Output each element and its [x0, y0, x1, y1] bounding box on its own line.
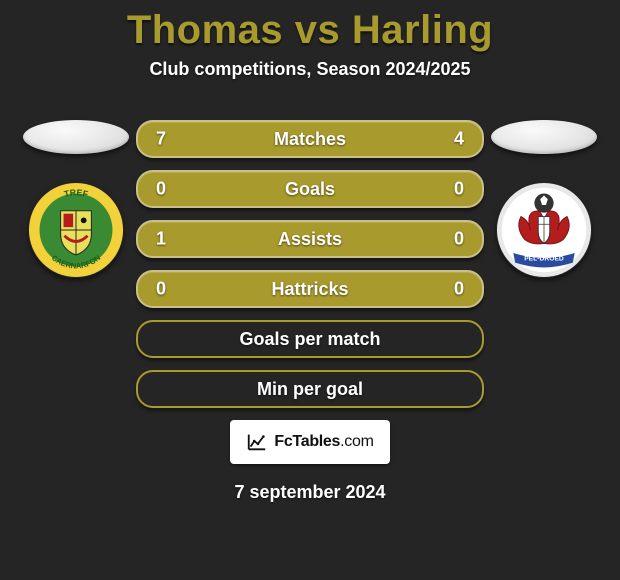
stat-right-value: 0	[454, 279, 464, 300]
chart-icon	[246, 431, 268, 453]
date-label: 7 september 2024	[0, 482, 620, 503]
left-player-avatar	[23, 120, 129, 154]
stat-label: Assists	[278, 229, 342, 250]
right-club-crest: PÊL-DROED	[496, 182, 592, 278]
brand-name: FcTables	[274, 433, 340, 450]
stat-label: Goals	[285, 179, 335, 200]
stat-bar: 1 Assists 0	[136, 220, 484, 258]
brand-badge: FcTables.com	[230, 420, 390, 464]
brand-text: FcTables.com	[274, 433, 373, 451]
stat-right-value: 0	[454, 179, 464, 200]
stat-right-value: 4	[454, 129, 464, 150]
stat-left-value: 0	[156, 279, 166, 300]
left-crest-svg: TREF CAERNARFON	[28, 182, 124, 278]
stat-bar: Min per goal	[136, 370, 484, 408]
right-player-avatar	[491, 120, 597, 154]
right-player-column: PÊL-DROED	[484, 120, 604, 278]
stat-right-value: 0	[454, 229, 464, 250]
stat-bar: 0 Goals 0	[136, 170, 484, 208]
comparison-card: Thomas vs Harling Club competitions, Sea…	[0, 0, 620, 580]
stats-bars: 7 Matches 4 0 Goals 0 1 Assists 0 0 Hattricks 0 Goal…	[136, 120, 484, 408]
stat-bar: 7 Matches 4	[136, 120, 484, 158]
stat-label: Goals per match	[239, 329, 380, 350]
stat-bar: Goals per match	[136, 320, 484, 358]
content-row: TREF CAERNARFON 7 Matches 4 0 Goals 0 1 Assists…	[0, 120, 620, 408]
page-subtitle: Club competitions, Season 2024/2025	[0, 59, 620, 80]
left-club-crest: TREF CAERNARFON	[28, 182, 124, 278]
right-crest-ribbon-text: PÊL-DROED	[524, 254, 564, 263]
stat-left-value: 1	[156, 229, 166, 250]
right-crest-svg: PÊL-DROED	[496, 182, 592, 278]
stat-left-value: 0	[156, 179, 166, 200]
stat-label: Hattricks	[271, 279, 348, 300]
stat-label: Matches	[274, 129, 346, 150]
stat-label: Min per goal	[257, 379, 363, 400]
page-title: Thomas vs Harling	[0, 0, 620, 53]
stat-left-value: 7	[156, 129, 166, 150]
left-player-column: TREF CAERNARFON	[16, 120, 136, 278]
brand-suffix: .com	[340, 433, 373, 450]
stat-bar: 0 Hattricks 0	[136, 270, 484, 308]
